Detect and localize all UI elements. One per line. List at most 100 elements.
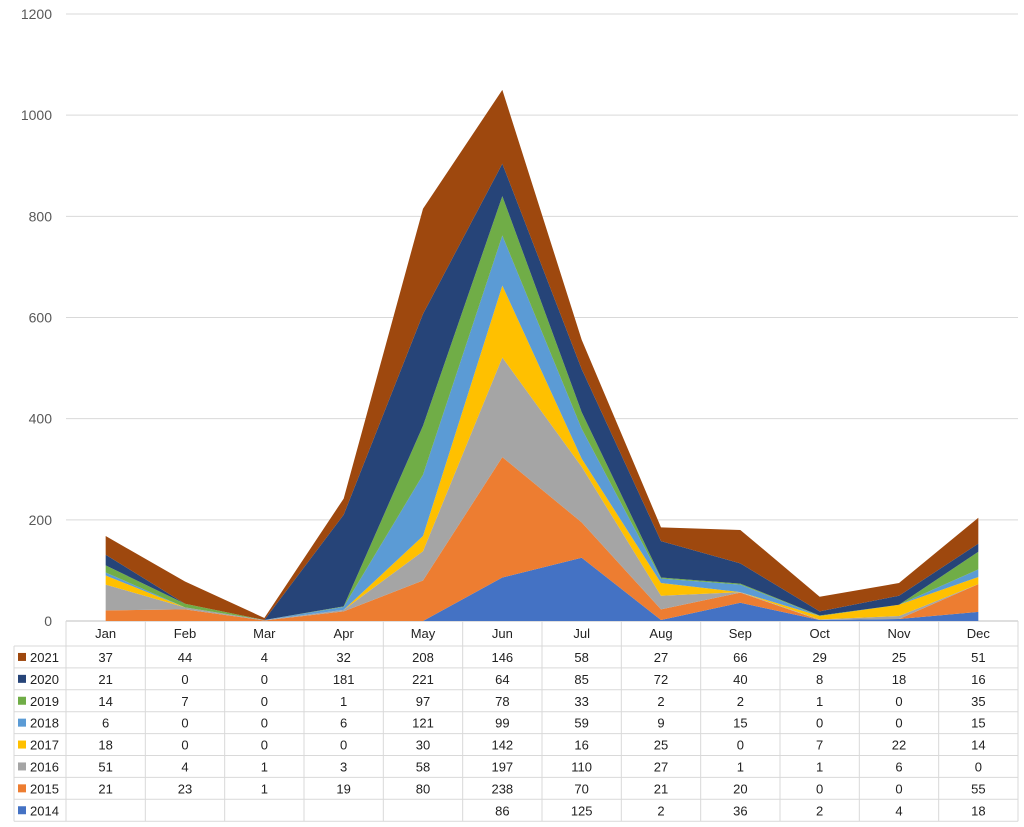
data-label: 1 (816, 694, 823, 709)
legend-label-2016: 2016 (30, 759, 59, 774)
data-label: 16 (971, 672, 985, 687)
data-label: 33 (574, 694, 588, 709)
data-label: 0 (181, 672, 188, 687)
y-tick-label-0: 0 (44, 613, 52, 629)
x-tick-label-jul: Jul (573, 626, 590, 641)
data-label: 0 (261, 672, 268, 687)
y-tick-label-400: 400 (29, 411, 53, 427)
data-label: 40 (733, 672, 747, 687)
data-label: 51 (98, 759, 112, 774)
data-label: 0 (895, 694, 902, 709)
data-label: 23 (178, 781, 192, 796)
x-tick-label-may: May (411, 626, 436, 641)
data-label: 25 (892, 650, 906, 665)
x-tick-label-nov: Nov (887, 626, 911, 641)
data-label: 125 (571, 803, 593, 818)
y-tick-label-1000: 1000 (21, 107, 52, 123)
data-label: 1 (737, 759, 744, 774)
data-label: 8 (816, 672, 823, 687)
data-label: 4 (895, 803, 902, 818)
data-label: 21 (98, 672, 112, 687)
data-label: 0 (181, 716, 188, 731)
data-label: 4 (181, 759, 188, 774)
data-label: 0 (816, 781, 823, 796)
data-label: 44 (178, 650, 192, 665)
data-label: 2 (737, 694, 744, 709)
data-table: Jan Feb Mar Apr May Jun Jul Aug Sep Oct Nov Dec2021… (13, 621, 1019, 822)
data-label: 9 (657, 716, 664, 731)
data-label: 1 (340, 694, 347, 709)
data-label: 0 (895, 781, 902, 796)
data-label: 36 (733, 803, 747, 818)
y-tick-label-200: 200 (29, 512, 53, 528)
area-series-2014 (105, 557, 979, 621)
x-tick-label-sep: Sep (729, 626, 752, 641)
legend-label-2020: 2020 (30, 672, 59, 687)
data-label: 25 (654, 738, 668, 753)
data-label: 181 (333, 672, 355, 687)
legend-swatch-2017 (18, 740, 26, 749)
data-label: 72 (654, 672, 668, 687)
data-label: 99 (495, 716, 509, 731)
legend-swatch-2014 (18, 806, 26, 815)
data-label: 30 (416, 738, 430, 753)
data-label: 27 (654, 759, 668, 774)
legend-label-2015: 2015 (30, 781, 59, 796)
data-label: 6 (102, 716, 109, 731)
data-label: 3 (340, 759, 347, 774)
data-label: 142 (491, 738, 513, 753)
data-label: 51 (971, 650, 985, 665)
data-label: 58 (416, 759, 430, 774)
x-tick-label-oct: Oct (810, 626, 831, 641)
data-label: 2 (657, 694, 664, 709)
legend-label-2019: 2019 (30, 694, 59, 709)
data-label: 20 (733, 781, 747, 796)
data-label: 78 (495, 694, 509, 709)
area-series-2016 (105, 357, 979, 621)
legend-swatch-2016 (18, 762, 26, 771)
data-label: 221 (412, 672, 434, 687)
legend-label-2018: 2018 (30, 716, 59, 731)
data-label: 21 (654, 781, 668, 796)
data-label: 35 (971, 694, 985, 709)
legend-label-2017: 2017 (30, 738, 59, 753)
data-label: 4 (261, 650, 268, 665)
data-label: 121 (412, 716, 434, 731)
x-tick-label-aug: Aug (649, 626, 672, 641)
data-label: 18 (892, 672, 906, 687)
data-label: 29 (812, 650, 826, 665)
legend-swatch-2021 (18, 652, 26, 661)
legend-swatch-2018 (18, 718, 26, 727)
legend-label-2021: 2021 (30, 650, 59, 665)
data-label: 27 (654, 650, 668, 665)
legend-swatch-2019 (18, 696, 26, 705)
x-tick-label-mar: Mar (253, 626, 276, 641)
data-label: 37 (98, 650, 112, 665)
data-label: 14 (98, 694, 112, 709)
data-label: 64 (495, 672, 509, 687)
data-label: 208 (412, 650, 434, 665)
data-label: 7 (816, 738, 823, 753)
data-label: 97 (416, 694, 430, 709)
x-tick-label-dec: Dec (967, 626, 991, 641)
data-label: 0 (975, 759, 982, 774)
data-label: 70 (574, 781, 588, 796)
data-label: 19 (336, 781, 350, 796)
data-label: 14 (971, 738, 985, 753)
y-tick-label-600: 600 (29, 310, 53, 326)
x-tick-label-jun: Jun (492, 626, 513, 641)
data-label: 2 (816, 803, 823, 818)
data-label: 0 (816, 716, 823, 731)
data-label: 0 (895, 716, 902, 731)
data-label: 66 (733, 650, 747, 665)
data-label: 197 (491, 759, 513, 774)
data-label: 21 (98, 781, 112, 796)
data-label: 7 (181, 694, 188, 709)
data-label: 0 (261, 694, 268, 709)
data-label: 16 (574, 738, 588, 753)
data-label: 22 (892, 738, 906, 753)
data-label: 18 (971, 803, 985, 818)
data-label: 2 (657, 803, 664, 818)
